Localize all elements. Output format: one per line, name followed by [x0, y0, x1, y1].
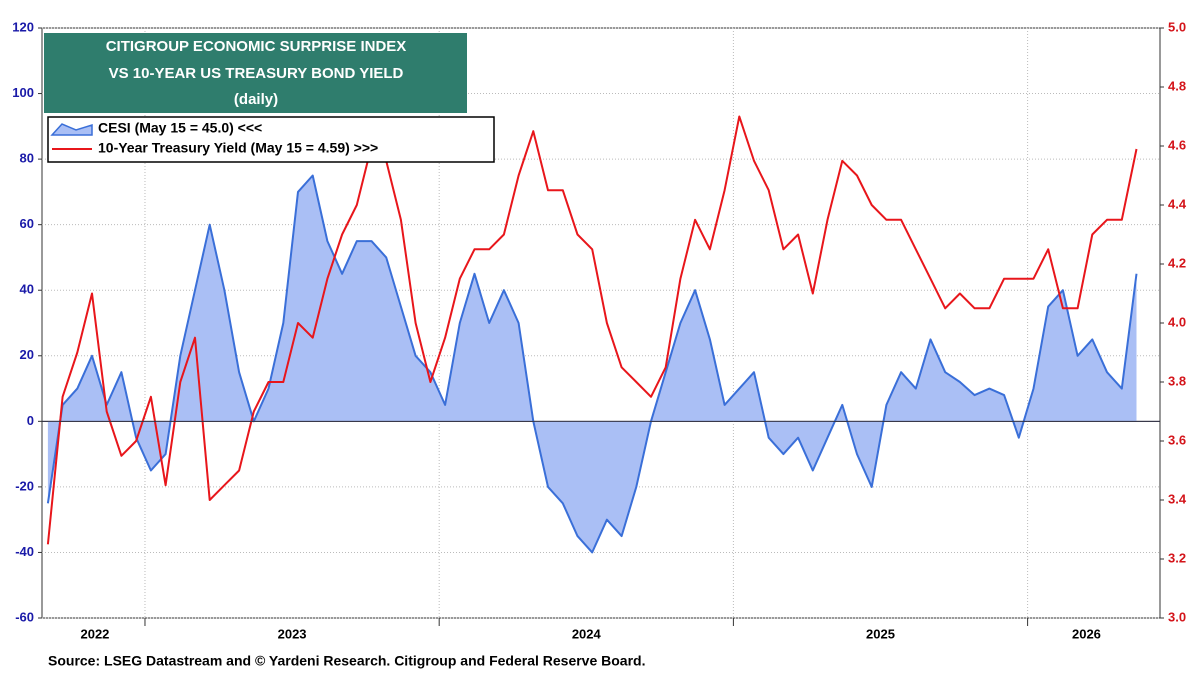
y2-tick-label: 3.4: [1168, 491, 1187, 506]
series-line: [46, 174, 1138, 554]
chart-title: CITIGROUP ECONOMIC SURPRISE INDEX: [106, 38, 407, 55]
area: [47, 175, 1137, 553]
x-tick-label: 2022: [80, 626, 109, 641]
legend-label: 10-Year Treasury Yield (May 15 = 4.59) >…: [98, 140, 378, 156]
legend-label: CESI (May 15 = 45.0) <<<: [98, 120, 262, 136]
y2-tick-label: 4.8: [1168, 78, 1186, 93]
y2-tick-label: 3.2: [1168, 550, 1186, 565]
y-tick-label: -20: [15, 478, 34, 493]
y2-tick-label: 5.0: [1168, 19, 1186, 34]
y2-tick-label: 4.6: [1168, 137, 1186, 152]
x-tick-label: 2025: [866, 626, 895, 641]
y2-tick-label: 3.8: [1168, 373, 1186, 388]
y2-tick-label: 4.4: [1168, 196, 1187, 211]
y-tick-label: 120: [12, 19, 34, 34]
y-tick-label: 0: [27, 413, 34, 428]
y-tick-label: 40: [20, 282, 34, 297]
y-tick-label: -60: [15, 609, 34, 624]
y-tick-label: 100: [12, 85, 34, 100]
y2-tick-label: 3.6: [1168, 432, 1186, 447]
y2-tick-label: 4.2: [1168, 255, 1186, 270]
chart-title: VS 10-YEAR US TREASURY BOND YIELD: [109, 65, 404, 82]
y-tick-label: -40: [15, 544, 34, 559]
x-tick-label: 2026: [1072, 626, 1101, 641]
legend: CESI (May 15 = 45.0) <<< 10-Year Treasury…: [47, 116, 495, 163]
x-tick-label: 2024: [572, 626, 602, 641]
chart-subtitle: (daily): [234, 91, 278, 108]
x-tick-label: 2023: [278, 626, 307, 641]
y2-tick-label: 3.0: [1168, 609, 1186, 624]
y-tick-label: 60: [20, 216, 34, 231]
title-box: [44, 33, 467, 113]
series-line: [46, 115, 1138, 545]
legend-swatch: [50, 123, 93, 136]
source-note: Source: LSEG Datastream and © Yardeni Re…: [48, 653, 645, 669]
marks: [42, 115, 1160, 554]
legend-box: [47, 116, 495, 163]
y-tick-label: 80: [20, 151, 34, 166]
y2-tick-label: 4.0: [1168, 314, 1186, 329]
y-tick-label: 20: [20, 347, 34, 362]
